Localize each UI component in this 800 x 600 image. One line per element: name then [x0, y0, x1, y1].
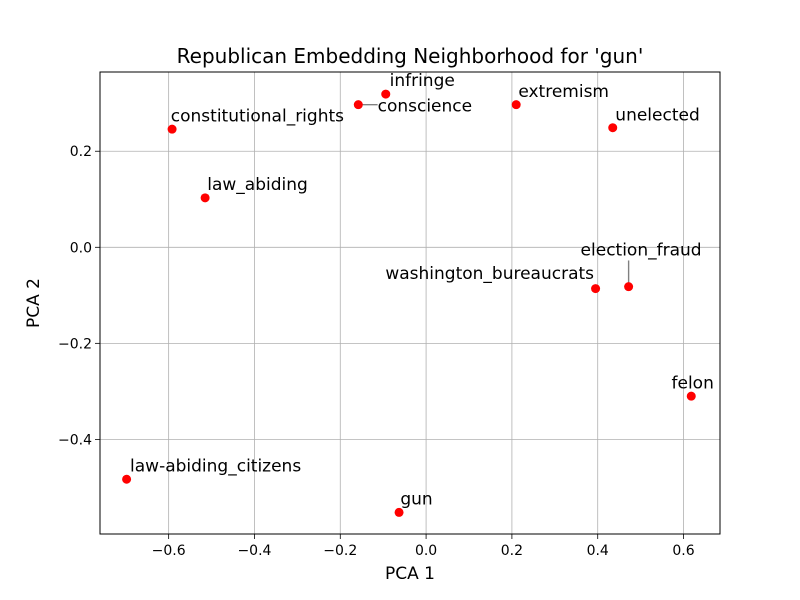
- x-tick-label: 0.0: [415, 543, 437, 559]
- data-point: [686, 391, 696, 401]
- y-tick-label: 0.2: [70, 144, 92, 160]
- data-point: [511, 100, 521, 110]
- point-label: law-abiding_citizens: [130, 457, 301, 477]
- point-label: washington_bureaucrats: [385, 264, 594, 284]
- point-label: infringe: [390, 71, 455, 91]
- data-point: [200, 193, 210, 203]
- y-axis-label: PCA 2: [24, 278, 44, 328]
- y-tick-label: −0.2: [58, 336, 92, 352]
- point-labels: infringe conscience extremism unelected cons…: [130, 71, 714, 510]
- x-tick-label: −0.2: [323, 543, 357, 559]
- point-label: gun: [400, 490, 432, 510]
- data-points: [122, 89, 696, 517]
- plot-area-frame: [99, 71, 721, 535]
- data-point: [353, 100, 363, 110]
- x-tick-label: 0.2: [501, 543, 523, 559]
- x-tick-label: 0.4: [587, 543, 609, 559]
- x-tick-label: −0.6: [152, 543, 186, 559]
- point-label: election_fraud: [581, 240, 702, 260]
- y-tick-label: −0.4: [58, 432, 92, 448]
- y-tick-label: 0.0: [70, 240, 92, 256]
- point-label: constitutional_rights: [171, 106, 344, 126]
- x-tick-label: 0.6: [672, 543, 694, 559]
- grid: [100, 72, 720, 534]
- x-axis-ticks: −0.6 −0.4 −0.2 0.0 0.2 0.4 0.6: [152, 534, 695, 559]
- point-label: conscience: [378, 96, 473, 116]
- data-point: [624, 282, 634, 292]
- point-label: felon: [672, 373, 714, 393]
- x-axis-label: PCA 1: [385, 564, 435, 584]
- y-axis-ticks: −0.4 −0.2 0.0 0.2: [58, 144, 100, 448]
- point-label: extremism: [518, 82, 609, 102]
- point-label: unelected: [615, 106, 699, 126]
- data-point: [394, 507, 404, 517]
- data-point: [381, 89, 391, 99]
- data-point: [167, 124, 177, 134]
- x-tick-label: −0.4: [237, 543, 271, 559]
- point-label: law_abiding: [207, 175, 308, 195]
- data-point: [591, 284, 601, 294]
- data-point: [122, 474, 132, 484]
- data-point: [608, 123, 618, 133]
- chart-title: Republican Embedding Neighborhood for 'g…: [177, 44, 644, 68]
